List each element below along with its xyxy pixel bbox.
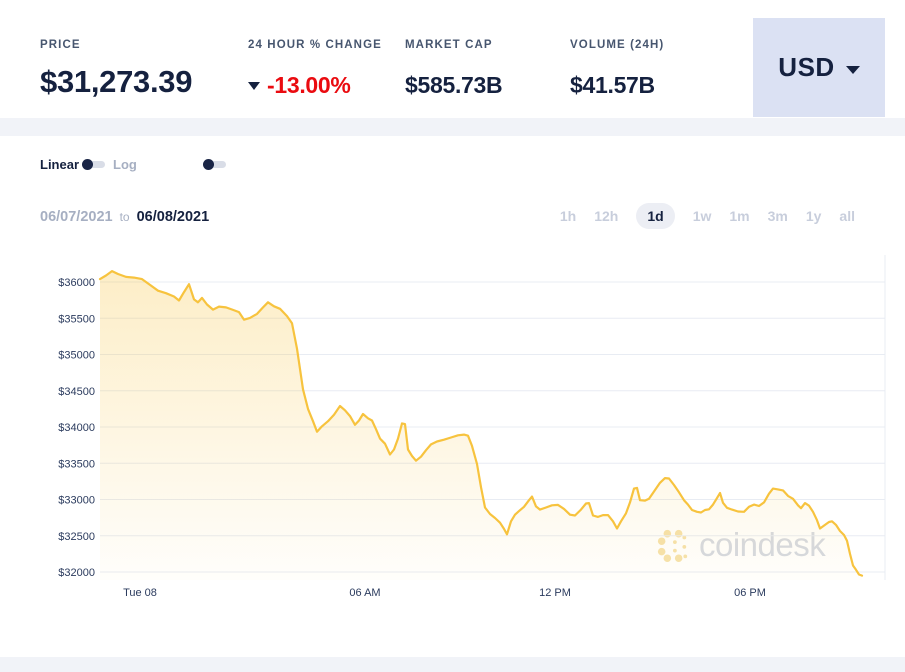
- svg-text:$33000: $33000: [58, 495, 95, 507]
- range-tab-3m[interactable]: 3m: [767, 208, 788, 224]
- range-tab-1y[interactable]: 1y: [805, 208, 822, 224]
- range-tab-1h[interactable]: 1h: [559, 208, 577, 224]
- date-range-end[interactable]: 06/08/2021: [136, 209, 210, 225]
- linear-scale-label[interactable]: Linear: [40, 157, 80, 172]
- svg-text:12 PM: 12 PM: [539, 587, 571, 599]
- svg-text:$34500: $34500: [58, 386, 95, 398]
- svg-text:$32000: $32000: [58, 567, 95, 579]
- range-tab-1m[interactable]: 1m: [729, 208, 750, 224]
- volume-value: $41.57B: [570, 72, 655, 98]
- range-tab-1d[interactable]: 1d: [636, 203, 675, 229]
- market-cap-value: $585.73B: [405, 72, 503, 98]
- currency-dropdown-label: USD: [778, 52, 835, 82]
- currency-dropdown[interactable]: USD: [753, 18, 885, 117]
- secondary-toggle[interactable]: [203, 159, 226, 170]
- chevron-down-icon: [845, 65, 860, 74]
- footer-band: [0, 657, 905, 672]
- svg-text:Tue 08: Tue 08: [123, 587, 157, 599]
- svg-text:$34000: $34000: [58, 422, 95, 434]
- scale-toggle[interactable]: [82, 159, 105, 170]
- svg-text:$33500: $33500: [58, 458, 95, 470]
- date-range: 06/07/2021 to 06/08/2021: [40, 209, 209, 225]
- svg-text:06 AM: 06 AM: [349, 587, 380, 599]
- svg-text:$35500: $35500: [58, 313, 95, 325]
- date-range-start[interactable]: 06/07/2021: [40, 209, 113, 225]
- range-tab-12h[interactable]: 12h: [594, 208, 619, 224]
- toggle-knob: [82, 159, 93, 170]
- divider-band: [0, 118, 905, 136]
- change-value: -13.00%: [248, 72, 351, 99]
- svg-text:06 PM: 06 PM: [734, 587, 766, 599]
- down-arrow-icon: [248, 82, 260, 90]
- range-tabs: 1h 12h 1d 1w 1m 3m 1y all: [560, 203, 855, 229]
- svg-text:$32500: $32500: [58, 531, 95, 543]
- volume-label: VOLUME (24H): [570, 39, 665, 51]
- log-scale-label[interactable]: Log: [113, 157, 137, 172]
- svg-text:$35000: $35000: [58, 350, 95, 362]
- range-tab-all[interactable]: all: [839, 208, 855, 224]
- market-cap-label: MARKET CAP: [405, 39, 493, 51]
- date-range-separator: to: [119, 210, 130, 224]
- change-label: 24 HOUR % CHANGE: [248, 39, 382, 51]
- change-percent: -13.00%: [267, 72, 351, 98]
- range-tab-1w[interactable]: 1w: [692, 208, 712, 224]
- svg-text:$36000: $36000: [58, 277, 95, 289]
- price-value: $31,273.39: [40, 64, 193, 99]
- price-label: PRICE: [40, 39, 81, 51]
- toggle-knob: [203, 159, 214, 170]
